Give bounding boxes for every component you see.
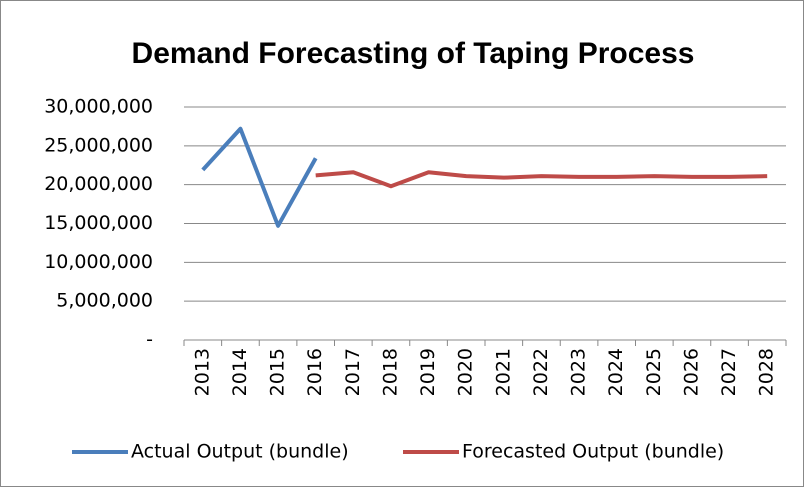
x-tick-label: 2028 bbox=[756, 348, 778, 396]
x-tick-label: 2025 bbox=[643, 348, 665, 396]
x-tick-label: 2027 bbox=[718, 348, 740, 396]
x-tick-label: 2014 bbox=[229, 348, 251, 396]
y-tick-label: 30,000,000 bbox=[44, 96, 153, 118]
series-line bbox=[201, 126, 318, 228]
legend-label: Actual Output (bundle) bbox=[131, 441, 349, 463]
x-tick-label: 2020 bbox=[455, 348, 477, 396]
y-tick-label: - bbox=[146, 329, 153, 351]
series-line bbox=[315, 170, 768, 189]
legend-label: Forecasted Output (bundle) bbox=[462, 441, 724, 463]
x-tick-label: 2026 bbox=[680, 348, 702, 396]
x-tick-label: 2015 bbox=[267, 348, 289, 396]
chart-title: Demand Forecasting of Taping Process bbox=[132, 37, 695, 70]
x-tick-label: 2018 bbox=[379, 348, 401, 396]
x-tick-label: 2019 bbox=[417, 348, 439, 396]
y-tick-label: 5,000,000 bbox=[56, 290, 153, 312]
x-tick-label: 2017 bbox=[342, 348, 364, 396]
x-tick-label: 2016 bbox=[304, 348, 326, 396]
x-tick-label: 2021 bbox=[492, 348, 514, 396]
x-tick-label: 2023 bbox=[568, 348, 590, 396]
x-tick-label: 2022 bbox=[530, 348, 552, 396]
x-tick-label: 2024 bbox=[605, 348, 627, 396]
y-tick-label: 25,000,000 bbox=[44, 134, 153, 156]
x-tick-label: 2013 bbox=[191, 348, 213, 396]
y-tick-label: 20,000,000 bbox=[44, 173, 153, 195]
y-tick-label: 10,000,000 bbox=[44, 251, 153, 273]
y-tick-label: 15,000,000 bbox=[44, 212, 153, 234]
